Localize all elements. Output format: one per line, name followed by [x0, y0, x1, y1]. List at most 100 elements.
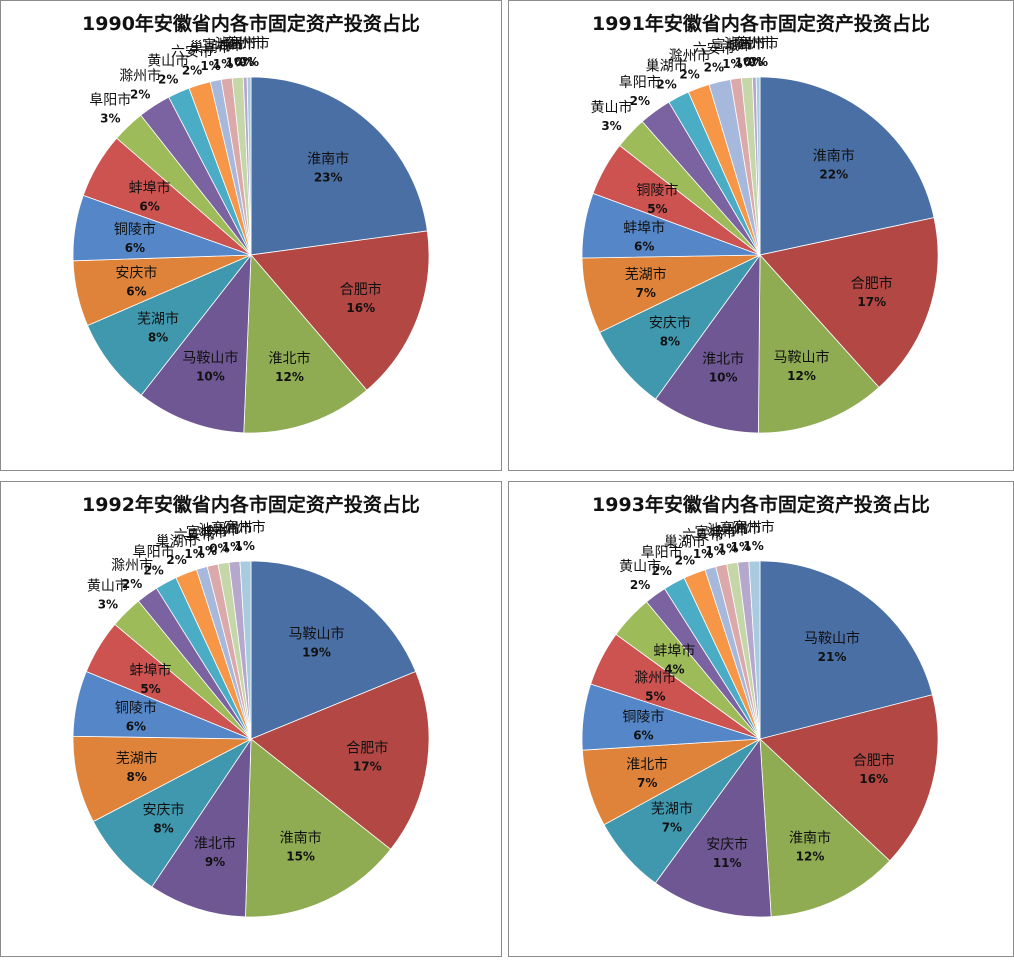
data-label: 滁州市 5% [634, 670, 676, 704]
pie-chart-1993: 马鞍山市 21% 合肥市 16% 淮南市 12% 安庆市 11% 芜湖市 7% 淮北市 7% 铜陵市 6%… [581, 519, 939, 918]
svg-text:蚌埠市: 蚌埠市 [130, 662, 172, 679]
data-label: 铜陵市 6% [115, 699, 157, 733]
svg-text:淮南市: 淮南市 [813, 148, 855, 165]
svg-text:宣城市: 宣城市 [186, 524, 228, 541]
svg-text:安庆市: 安庆市 [115, 265, 157, 282]
pie-slice [246, 76, 252, 256]
svg-text:3%: 3% [601, 119, 621, 133]
data-label: 淮北市 7% [626, 756, 668, 790]
svg-text:阜阳市: 阜阳市 [133, 544, 175, 561]
data-label: 巢湖市 2% [646, 58, 688, 92]
svg-text:马鞍山市: 马鞍山市 [289, 625, 345, 642]
svg-text:8%: 8% [127, 770, 147, 784]
svg-text:1%: 1% [743, 539, 763, 553]
data-label: 六安市 1% [682, 527, 724, 561]
svg-text:安庆市: 安庆市 [649, 314, 691, 331]
svg-text:淮北市: 淮北市 [702, 351, 744, 368]
svg-text:1%: 1% [722, 57, 742, 71]
svg-text:亳州市: 亳州市 [211, 520, 253, 537]
pie-slice [759, 694, 939, 862]
svg-text:1%: 1% [197, 544, 217, 558]
svg-text:2%: 2% [679, 68, 699, 82]
svg-text:6%: 6% [125, 241, 145, 255]
svg-text:芜湖市: 芜湖市 [625, 266, 667, 283]
chart-title: 1990年安徽省内各市固定资产投资占比 [82, 13, 420, 35]
svg-text:16%: 16% [346, 301, 375, 315]
chart-title: 1992年安徽省内各市固定资产投资占比 [82, 494, 420, 516]
svg-text:3%: 3% [98, 598, 118, 612]
svg-text:芜湖市: 芜湖市 [116, 750, 158, 767]
svg-text:1%: 1% [735, 56, 755, 70]
svg-text:淮南市: 淮南市 [307, 151, 349, 168]
svg-text:合肥市: 合肥市 [346, 739, 388, 756]
svg-text:巢湖市: 巢湖市 [190, 39, 232, 56]
pie-slice [245, 738, 392, 918]
data-label: 马鞍山市 21% [804, 630, 860, 664]
svg-text:1%: 1% [693, 547, 713, 561]
data-label: 安庆市 6% [115, 265, 157, 299]
svg-text:7%: 7% [636, 286, 656, 300]
chart-title: 1993年安徽省内各市固定资产投资占比 [592, 494, 930, 516]
data-label: 阜阳市 2% [133, 544, 175, 578]
data-label: 合肥市 16% [853, 752, 895, 786]
svg-text:马鞍山市: 马鞍山市 [182, 349, 238, 366]
data-label: 芜湖市 8% [116, 750, 158, 784]
svg-text:六安市: 六安市 [682, 527, 724, 544]
svg-text:1%: 1% [718, 542, 738, 556]
svg-text:7%: 7% [662, 821, 682, 835]
svg-text:滁州市: 滁州市 [111, 557, 153, 574]
data-label: 淮南市 23% [307, 151, 349, 185]
svg-text:蚌埠市: 蚌埠市 [623, 219, 665, 236]
svg-text:芜湖市: 芜湖市 [137, 311, 179, 328]
svg-text:6%: 6% [126, 719, 146, 733]
svg-text:池州市: 池州市 [724, 36, 766, 53]
svg-text:2%: 2% [704, 60, 724, 74]
svg-text:阜阳市: 阜阳市 [641, 544, 683, 561]
svg-text:1%: 1% [200, 59, 220, 73]
pie-slice [140, 253, 252, 434]
svg-text:1%: 1% [213, 57, 233, 71]
data-label: 马鞍山市 10% [182, 349, 238, 383]
data-label: 铜陵市 6% [114, 221, 156, 255]
svg-text:1%: 1% [184, 547, 204, 561]
svg-text:蚌埠市: 蚌埠市 [129, 180, 171, 197]
pie-slice [151, 737, 252, 918]
data-label: 安庆市 8% [649, 314, 691, 348]
pie-slice [748, 560, 761, 740]
data-label: 芜湖市 7% [651, 801, 693, 835]
pie-slice [654, 737, 772, 918]
data-label: 蚌埠市 6% [129, 180, 171, 214]
data-label: 铜陵市 6% [622, 708, 664, 742]
svg-text:17%: 17% [857, 295, 886, 309]
svg-text:5%: 5% [647, 202, 667, 216]
data-label: 黄山市 3% [87, 578, 129, 612]
svg-text:滁州市: 滁州市 [119, 68, 161, 85]
svg-text:黄山市: 黄山市 [87, 578, 129, 595]
svg-text:16%: 16% [859, 772, 888, 786]
svg-text:六安市: 六安市 [171, 44, 213, 61]
pie-slice [654, 253, 761, 434]
data-label: 芜湖市 8% [137, 311, 179, 345]
data-label: 亳州市 1% [211, 520, 253, 554]
svg-text:宣城市: 宣城市 [711, 37, 753, 54]
data-label: 滁州市 2% [119, 68, 161, 102]
svg-text:安庆市: 安庆市 [706, 836, 748, 853]
svg-text:宿州市: 宿州市 [228, 35, 270, 52]
svg-text:宿州市: 宿州市 [224, 519, 266, 536]
svg-text:巢湖市: 巢湖市 [156, 533, 198, 550]
chart-panel-1992: 1992年安徽省内各市固定资产投资占比 马鞍山市 19% 合肥市 17% 淮南市 15% 淮… [0, 481, 502, 957]
data-label: 滁州市 2% [111, 557, 153, 591]
svg-text:芜湖市: 芜湖市 [651, 801, 693, 818]
svg-text:阜阳市: 阜阳市 [89, 91, 131, 108]
svg-text:安庆市: 安庆市 [143, 801, 185, 818]
svg-text:6%: 6% [139, 200, 159, 214]
data-label: 亳州市 0% [732, 35, 774, 69]
pie-slice [250, 230, 430, 391]
svg-text:1%: 1% [235, 539, 255, 553]
data-label: 亳州市 1% [720, 520, 762, 554]
svg-text:12%: 12% [275, 370, 304, 384]
